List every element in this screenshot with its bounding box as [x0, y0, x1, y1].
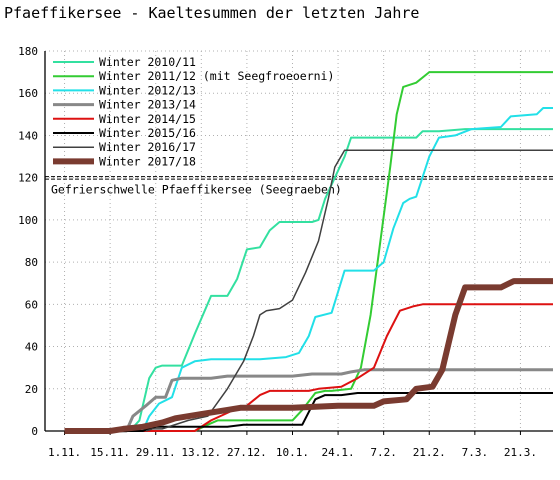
legend-label-2: Winter 2012/13 [99, 83, 196, 97]
series-line-3 [110, 368, 553, 433]
y-tick-label: 160 [18, 87, 38, 100]
x-tick-label: 21.2. [413, 446, 446, 459]
x-tick-label: 7.3. [462, 446, 489, 459]
y-tick-label: 60 [25, 298, 38, 311]
legend-label-3: Winter 2013/14 [99, 98, 196, 112]
y-tick-label: 40 [25, 341, 38, 354]
legend-label-7: Winter 2017/18 [99, 154, 196, 168]
legend-label-5: Winter 2015/16 [99, 126, 196, 140]
x-tick-label: 13.12. [181, 446, 221, 459]
x-tick-label: 27.12. [227, 446, 267, 459]
axis-layer: 0 20 40 60 80 100 120 140 160 180 1.11. 15.11. 29.11… [18, 45, 553, 459]
y-tick-label: 0 [31, 425, 38, 438]
y-tick-label: 20 [25, 383, 38, 396]
y-tick-label: 100 [18, 214, 38, 227]
threshold-layer: Gefrierschwelle Pfaeffikersee (Seegraebe… [45, 176, 553, 197]
x-tick-label: 1.11. [48, 446, 81, 459]
legend-label-1: Winter 2011/12 (mit Seegfroeoerni) [99, 69, 334, 83]
x-tick-label: 21.3. [504, 446, 537, 459]
x-tick-label: 7.2. [370, 446, 397, 459]
legend-label-0: Winter 2010/11 [99, 55, 196, 69]
x-tick-label: 24.1. [322, 446, 355, 459]
series-line-2 [113, 107, 553, 432]
y-tick-label: 80 [25, 256, 38, 269]
x-tick-label: 29.11. [136, 446, 176, 459]
legend-label-4: Winter 2014/15 [99, 112, 196, 126]
legend-label-6: Winter 2016/17 [99, 140, 196, 154]
y-tick-label: 120 [18, 172, 38, 185]
series-line-0 [110, 128, 553, 432]
x-tick-label: 10.1. [276, 446, 309, 459]
y-tick-label: 140 [18, 129, 38, 142]
series-line-7 [64, 278, 553, 434]
x-tick-label: 15.11. [90, 446, 130, 459]
threshold-label: Gefrierschwelle Pfaeffikersee (Seegraebe… [51, 183, 342, 197]
series-line-6 [145, 149, 553, 432]
series-line-4 [64, 303, 553, 432]
series-layer [64, 71, 553, 434]
y-tick-label: 180 [18, 45, 38, 58]
chart-title: Pfaeffikersee - Kaeltesummen der letzten… [4, 4, 419, 22]
